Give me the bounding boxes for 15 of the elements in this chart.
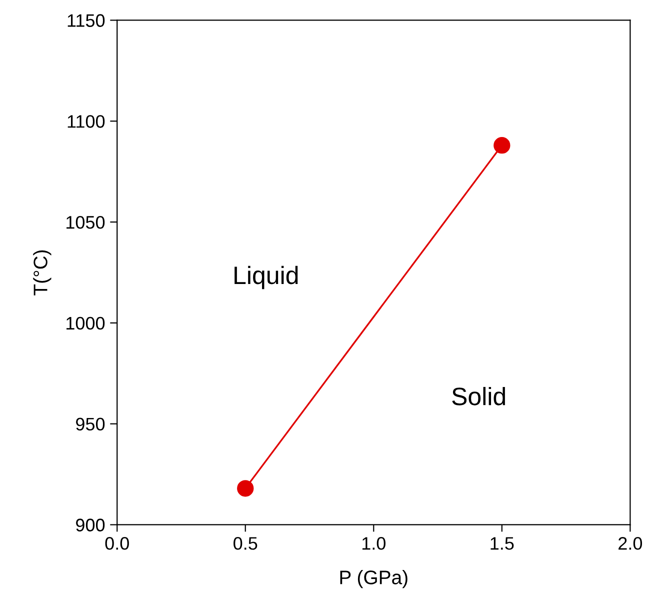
x-tick-label: 1.0 [362, 537, 386, 550]
x-tick-label: 0.0 [105, 537, 129, 550]
y-tick-label: 1150 [68, 14, 105, 27]
x-tick-label: 2.0 [618, 537, 642, 550]
x-axis-title: P (GPa) [340, 570, 408, 588]
y-tick-label: 900 [76, 518, 105, 532]
y-tick-label: 1050 [66, 216, 105, 229]
annotation: Liquid [234, 266, 298, 290]
x-tick-label: 1.5 [490, 537, 514, 550]
y-tick-label: 950 [76, 418, 105, 431]
y-tick-label: 1000 [66, 316, 105, 330]
y-tick-label: 1100 [68, 115, 105, 128]
y-axis-title: T(°C) [33, 250, 52, 296]
x-tick-label: 0.5 [234, 537, 258, 550]
annotation: Solid [452, 386, 506, 406]
